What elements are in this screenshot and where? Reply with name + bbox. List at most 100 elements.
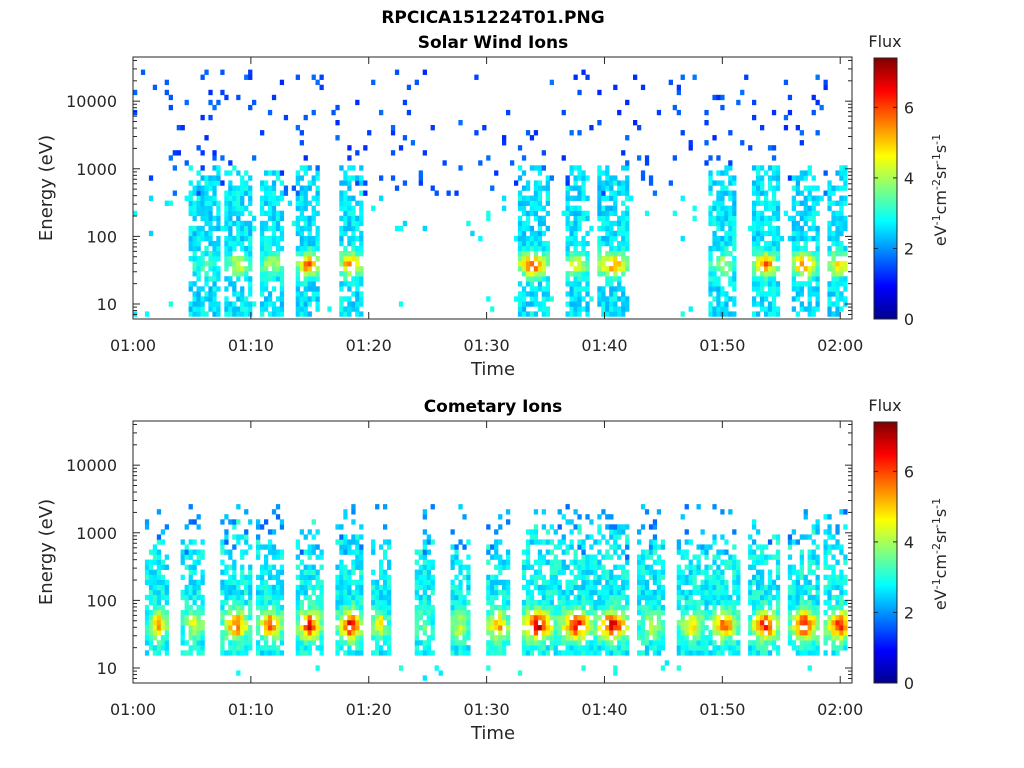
heatmap-cell (728, 130, 733, 136)
heatmap-cell (311, 261, 316, 267)
heatmap-cell (799, 589, 804, 596)
heatmap-cell (267, 240, 273, 247)
heatmap-cell (775, 645, 781, 651)
heatmap-cell (240, 554, 245, 560)
heatmap-cell (343, 190, 348, 196)
heatmap-cell (521, 569, 527, 575)
heatmap-cell (248, 281, 253, 287)
heatmap-cell (212, 296, 217, 302)
heatmap-cell (371, 625, 376, 631)
heatmap-cell (839, 569, 844, 575)
heatmap-cell (359, 311, 364, 317)
heatmap-cell (712, 235, 717, 242)
heatmap-cell (498, 645, 503, 651)
heatmap-cell (502, 205, 507, 211)
heatmap-cell (712, 296, 717, 302)
heatmap-cell (756, 190, 761, 196)
heatmap-cell (787, 640, 793, 646)
heatmap-cell (565, 625, 570, 631)
heatmap-cell (656, 645, 662, 651)
heatmap-cell (732, 235, 737, 242)
heatmap-cell (267, 185, 273, 191)
heatmap-cell (152, 559, 158, 565)
heatmap-cell (565, 620, 570, 626)
heatmap-cell (339, 539, 344, 545)
heatmap-cell (561, 589, 566, 596)
heatmap-cell (383, 574, 388, 581)
heatmap-cell (577, 296, 582, 302)
heatmap-cell (541, 266, 546, 272)
heatmap-cell (696, 544, 701, 550)
heatmap-cell (811, 604, 816, 611)
heatmap-cell (196, 256, 201, 262)
heatmap-cell (236, 599, 241, 606)
heatmap-cell (228, 215, 233, 222)
heatmap-cell (450, 564, 455, 570)
heatmap-cell (712, 559, 717, 565)
heatmap-cell (311, 549, 316, 555)
heatmap-cell (236, 210, 241, 217)
heatmap-cell (839, 640, 844, 646)
heatmap-cell (787, 544, 793, 550)
heatmap-cell (621, 200, 626, 206)
heatmap-cell (748, 579, 753, 586)
heatmap-cell (220, 180, 225, 186)
heatmap-cell (724, 559, 729, 565)
heatmap-cell (422, 625, 427, 631)
heatmap-cell (648, 524, 654, 530)
heatmap-cell (549, 615, 554, 621)
heatmap-cell (637, 604, 642, 611)
heatmap-cell (418, 640, 423, 646)
heatmap-cell (315, 630, 320, 636)
heatmap-cell (267, 256, 273, 262)
heatmap-cell (803, 170, 808, 176)
heatmap-cell (807, 210, 812, 217)
heatmap-cell (402, 220, 408, 227)
heatmap-cell (228, 609, 233, 616)
heatmap-cell (216, 99, 221, 106)
heatmap-cell (371, 539, 376, 545)
heatmap-cell (307, 529, 312, 535)
heatmap-cell (164, 645, 169, 651)
heatmap-cell (454, 544, 459, 550)
heatmap-cell (577, 650, 582, 656)
heatmap-cell (581, 190, 586, 196)
heatmap-cell (303, 306, 308, 312)
heatmap-cell (752, 210, 757, 217)
heatmap-cell (605, 630, 610, 636)
heatmap-cell (307, 185, 312, 191)
heatmap-cell (208, 114, 213, 121)
heatmap-cell (688, 645, 693, 651)
heatmap-cell (704, 635, 709, 641)
heatmap-cell (529, 245, 535, 252)
heatmap-cell (264, 245, 269, 252)
heatmap-cell (839, 589, 844, 596)
heatmap-cell (613, 549, 618, 555)
heatmap-cell (728, 620, 733, 626)
heatmap-cell (605, 554, 610, 560)
heatmap-cell (577, 630, 582, 636)
heatmap-cell (760, 579, 765, 586)
heatmap-cell (264, 584, 269, 591)
heatmap-cell (387, 645, 392, 651)
heatmap-cell (708, 256, 713, 262)
heatmap-cell (835, 620, 840, 626)
heatmap-cell (601, 210, 606, 217)
heatmap-cell (617, 529, 622, 535)
heatmap-cell (656, 554, 662, 560)
heatmap-cell (545, 286, 550, 292)
heatmap-cell (168, 200, 173, 206)
heatmap-cell (267, 615, 273, 621)
heatmap-cell (764, 200, 769, 206)
heatmap-cell (264, 266, 269, 272)
heatmap-cell (196, 615, 201, 621)
heatmap-cell (545, 296, 550, 302)
heatmap-cell (601, 554, 606, 560)
heatmap-cell (839, 170, 844, 176)
heatmap-cell (208, 175, 213, 181)
heatmap-cell (299, 645, 304, 651)
heatmap-cell (732, 175, 737, 181)
heatmap-cell (260, 286, 265, 292)
heatmap-cell (521, 630, 527, 636)
heatmap-cell (605, 276, 610, 282)
